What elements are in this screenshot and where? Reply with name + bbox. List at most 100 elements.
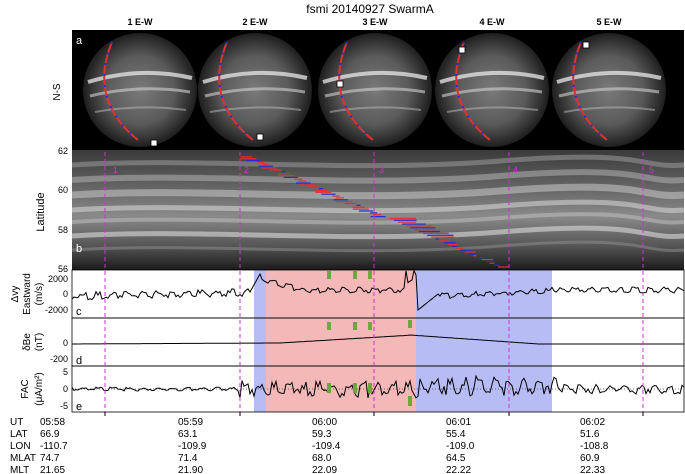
aurora-arc	[204, 87, 306, 98]
cell-ut: 06:00	[312, 417, 337, 428]
aurora-arc	[94, 106, 187, 113]
green-bar	[368, 322, 372, 330]
panel-c-ytick: 0	[63, 289, 68, 299]
panel-d-ytick: 0	[63, 338, 68, 348]
panel-e-ytick: 0	[63, 384, 68, 394]
keogram-markers: 1 2 3 4 5	[113, 165, 654, 175]
aurora-arc	[563, 106, 656, 113]
aurora-arc	[439, 70, 545, 84]
column-3: 06:00 59.3 -109.4 68.0 22.09	[312, 417, 341, 474]
keogram-marker-label: 1	[113, 165, 118, 175]
panel-b-ytick: 58	[58, 225, 68, 235]
green-bars	[327, 271, 412, 406]
blue-region-left	[254, 270, 266, 412]
cell-lon: -110.7	[40, 441, 68, 452]
green-bar	[327, 322, 331, 330]
cell-lat: 55.4	[446, 429, 466, 440]
frame-labels: 1 E-W 2 E-W 3 E-W 4 E-W 5 E-W	[127, 17, 622, 27]
frame-label-2: 2 E-W	[242, 17, 268, 27]
panel-e-ylabel-1: FAC	[20, 379, 31, 398]
track-arc-dots	[338, 41, 374, 141]
panel-d-ytick: -200	[50, 354, 68, 364]
aurora-arc	[209, 106, 302, 113]
velocity-curve	[71, 268, 685, 311]
blue-region-right	[416, 270, 552, 412]
time-marker-lines	[104, 152, 644, 412]
keogram-band	[71, 169, 685, 184]
cell-mlat: 60.9	[580, 453, 600, 464]
keogram-band	[71, 212, 685, 225]
cell-lon: -108.8	[580, 441, 609, 452]
cell-mlat: 64.5	[446, 453, 466, 464]
cell-mlt: 21.90	[178, 465, 203, 474]
cell-mlt: 21.65	[40, 465, 65, 474]
panel-a-label: a	[76, 35, 83, 47]
row-label-lon: LON	[10, 441, 31, 452]
panel-d-ylabel-1: δBe	[22, 333, 33, 351]
aurora-arc	[87, 70, 193, 84]
aurora-arc	[202, 70, 308, 84]
panel-c-ylabel-2: Eastward	[22, 273, 33, 315]
column-1: 05:58 66.9 -110.7 74.7 21.65	[40, 417, 68, 474]
keogram-marker-label: 5	[649, 165, 654, 175]
panel-d-ylabel-2: (nT)	[34, 333, 45, 351]
keogram-bands	[71, 154, 685, 253]
green-bar	[368, 383, 372, 393]
sky-frames	[83, 33, 666, 147]
panel-e: e FAC (μA/m²) 5 0 -5	[20, 365, 685, 413]
cell-mlt: 22.22	[446, 465, 471, 474]
aurora-arc	[556, 70, 662, 84]
column-4: 06:01 55.4 -109.0 64.5 22.22	[446, 417, 475, 474]
aurora-arc	[89, 87, 191, 98]
satellite-marker	[336, 80, 344, 88]
satellite-marker	[256, 133, 264, 141]
row-label-ut: UT	[10, 417, 23, 428]
panel-c-ylabel-3: (m/s)	[34, 283, 45, 306]
green-bar	[408, 396, 412, 406]
cell-mlt: 22.09	[312, 465, 337, 474]
keogram-band	[71, 183, 685, 200]
panel-d-label: d	[76, 355, 82, 367]
keogram-band	[71, 154, 685, 169]
aurora-arc	[446, 106, 539, 113]
panel-b: b Latitude 62 60 58 56 1 2 3 4 5	[35, 146, 685, 274]
aurora-arc	[441, 87, 543, 98]
frame-label-3: 3 E-W	[362, 17, 388, 27]
satellite-marker	[582, 41, 590, 49]
aurora-arc	[322, 70, 428, 84]
cell-lon: -109.0	[446, 441, 475, 452]
cell-lat: 59.3	[312, 429, 332, 440]
panel-a-ylabel: N-S	[52, 83, 63, 101]
column-2: 05:59 63.1 -109.9 71.4 21.90	[178, 417, 207, 474]
cell-lat: 63.1	[178, 429, 198, 440]
aurora-arc	[558, 87, 660, 98]
panel-c-ylabel-1: Δvy	[10, 286, 21, 303]
track-arc-dots	[103, 41, 139, 141]
green-bar	[327, 383, 331, 393]
keogram-band	[71, 225, 685, 240]
keogram-marker-label: 4	[513, 165, 518, 175]
green-bar	[408, 320, 412, 328]
track-arc-dots	[455, 41, 491, 141]
panel-b-ytick: 60	[58, 185, 68, 195]
magnetic-curve	[72, 334, 684, 345]
cell-mlat: 71.4	[178, 453, 198, 464]
cell-ut: 05:59	[178, 417, 203, 428]
panel-b-ytick: 62	[58, 146, 68, 156]
panel-e-ytick: 5	[63, 367, 68, 377]
keogram-marker-label: 2	[244, 165, 249, 175]
row-labels: UT LAT LON MLAT MLT	[10, 417, 36, 474]
cell-ut: 06:02	[580, 417, 605, 428]
cell-lat: 51.6	[580, 429, 600, 440]
cell-ut: 05:58	[40, 417, 65, 428]
panel-b-ytick: 56	[58, 264, 68, 274]
column-5: 06:02 51.6 -108.8 60.9 22.33	[580, 417, 609, 474]
panel-a: a N-S	[52, 30, 684, 150]
fac-curve	[71, 374, 685, 399]
panel-b-label: b	[76, 243, 82, 255]
cell-mlt: 22.33	[580, 465, 605, 474]
green-bar	[368, 271, 372, 279]
panel-e-label: e	[76, 401, 82, 413]
track-arc-dots	[572, 41, 608, 141]
